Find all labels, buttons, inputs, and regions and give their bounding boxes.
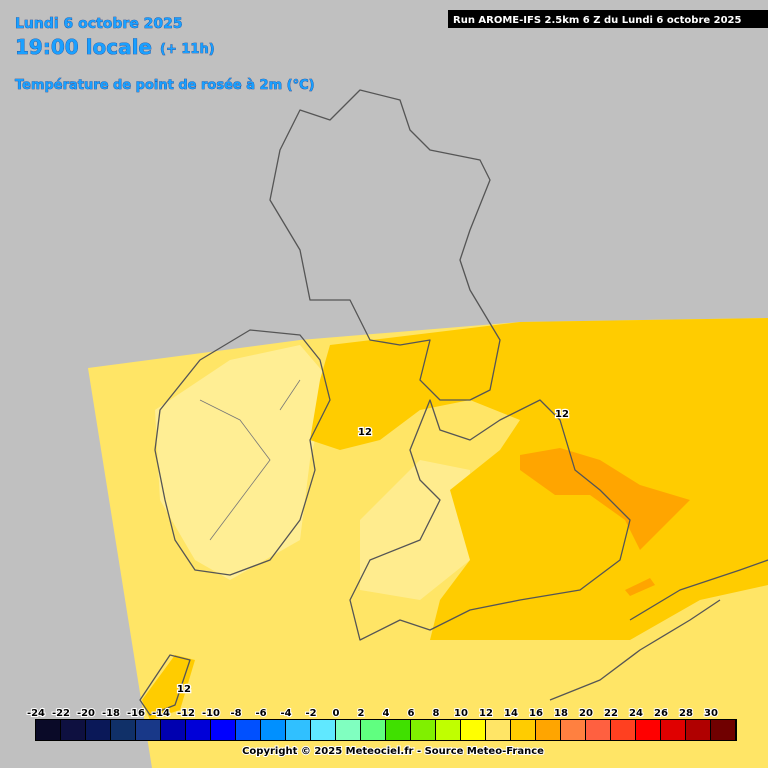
legend-swatch [436,720,460,740]
contour-label: 12 [555,409,569,420]
field-8-10 [360,460,470,600]
field-14-16 [520,448,690,550]
legend-label: 16 [529,708,543,719]
legend-label: 22 [604,708,618,719]
legend-label: 14 [504,708,518,719]
legend-label: -12 [177,708,195,719]
field-14-16 [625,578,655,596]
legend-label: 8 [433,708,440,719]
legend-swatch [161,720,185,740]
legend-swatch [136,720,160,740]
legend-swatch [386,720,410,740]
legend-swatch [661,720,685,740]
legend-swatch [336,720,360,740]
legend-label: 26 [654,708,668,719]
legend-label: 4 [383,708,390,719]
legend-swatch [36,720,60,740]
coastline [154,329,331,576]
legend-label: 10 [454,708,468,719]
legend-label: 12 [479,708,493,719]
legend-swatch [211,720,235,740]
time: 19:00 locale [15,35,152,59]
legend-swatch [536,720,560,740]
lead: (+ 11h) [160,42,215,57]
coastline [549,559,768,701]
coastline [269,89,501,401]
contour-label: 12 [358,427,372,438]
run-info: Run AROME-IFS 2.5km 6 Z du Lundi 6 octob… [453,15,742,26]
coastline [349,399,631,641]
contour-label: 12 [177,684,191,695]
legend-label: 30 [704,708,718,719]
legend-label: -8 [230,708,241,719]
run-box [448,10,768,28]
field-8-10 [155,345,330,580]
copyright: Copyright © 2025 Meteociel.fr - Source M… [242,746,544,757]
legend-swatch [236,720,260,740]
legend-swatch [461,720,485,740]
legend-label: -14 [152,708,170,719]
legend-label: -2 [305,708,316,719]
legend-swatch [111,720,135,740]
legend-swatch [486,720,510,740]
legend-label: 6 [408,708,415,719]
date: Lundi 6 octobre 2025 [15,16,183,32]
legend-swatch [686,720,710,740]
legend-swatch [511,720,535,740]
coastline [139,654,191,716]
legend-swatch [61,720,85,740]
legend-swatch [586,720,610,740]
legend-swatch [411,720,435,740]
legend-swatch [86,720,110,740]
legend-swatch [711,720,735,740]
legend-label: -18 [102,708,120,719]
legend-label: -10 [202,708,220,719]
legend-label: 0 [333,708,340,719]
legend-swatch [186,720,210,740]
legend-swatch [311,720,335,740]
legend-label: 2 [358,708,365,719]
legend-swatch [611,720,635,740]
field-12-14 [142,655,195,720]
parameter: Température de point de rosée à 2m (°C) [15,78,315,93]
legend-label: 18 [554,708,568,719]
legend-label: -22 [52,708,70,719]
legend-label: 24 [629,708,643,719]
legend-swatch [361,720,385,740]
legend-label: -20 [77,708,95,719]
legend-label: -16 [127,708,145,719]
legend-swatch [286,720,310,740]
legend-label: -24 [27,708,45,719]
county-border [199,379,301,541]
legend-label: -4 [280,708,291,719]
legend-label: 28 [679,708,693,719]
legend-label: 20 [579,708,593,719]
legend-swatch [561,720,585,740]
legend-swatch [261,720,285,740]
legend-label: -6 [255,708,266,719]
legend-swatch [636,720,660,740]
